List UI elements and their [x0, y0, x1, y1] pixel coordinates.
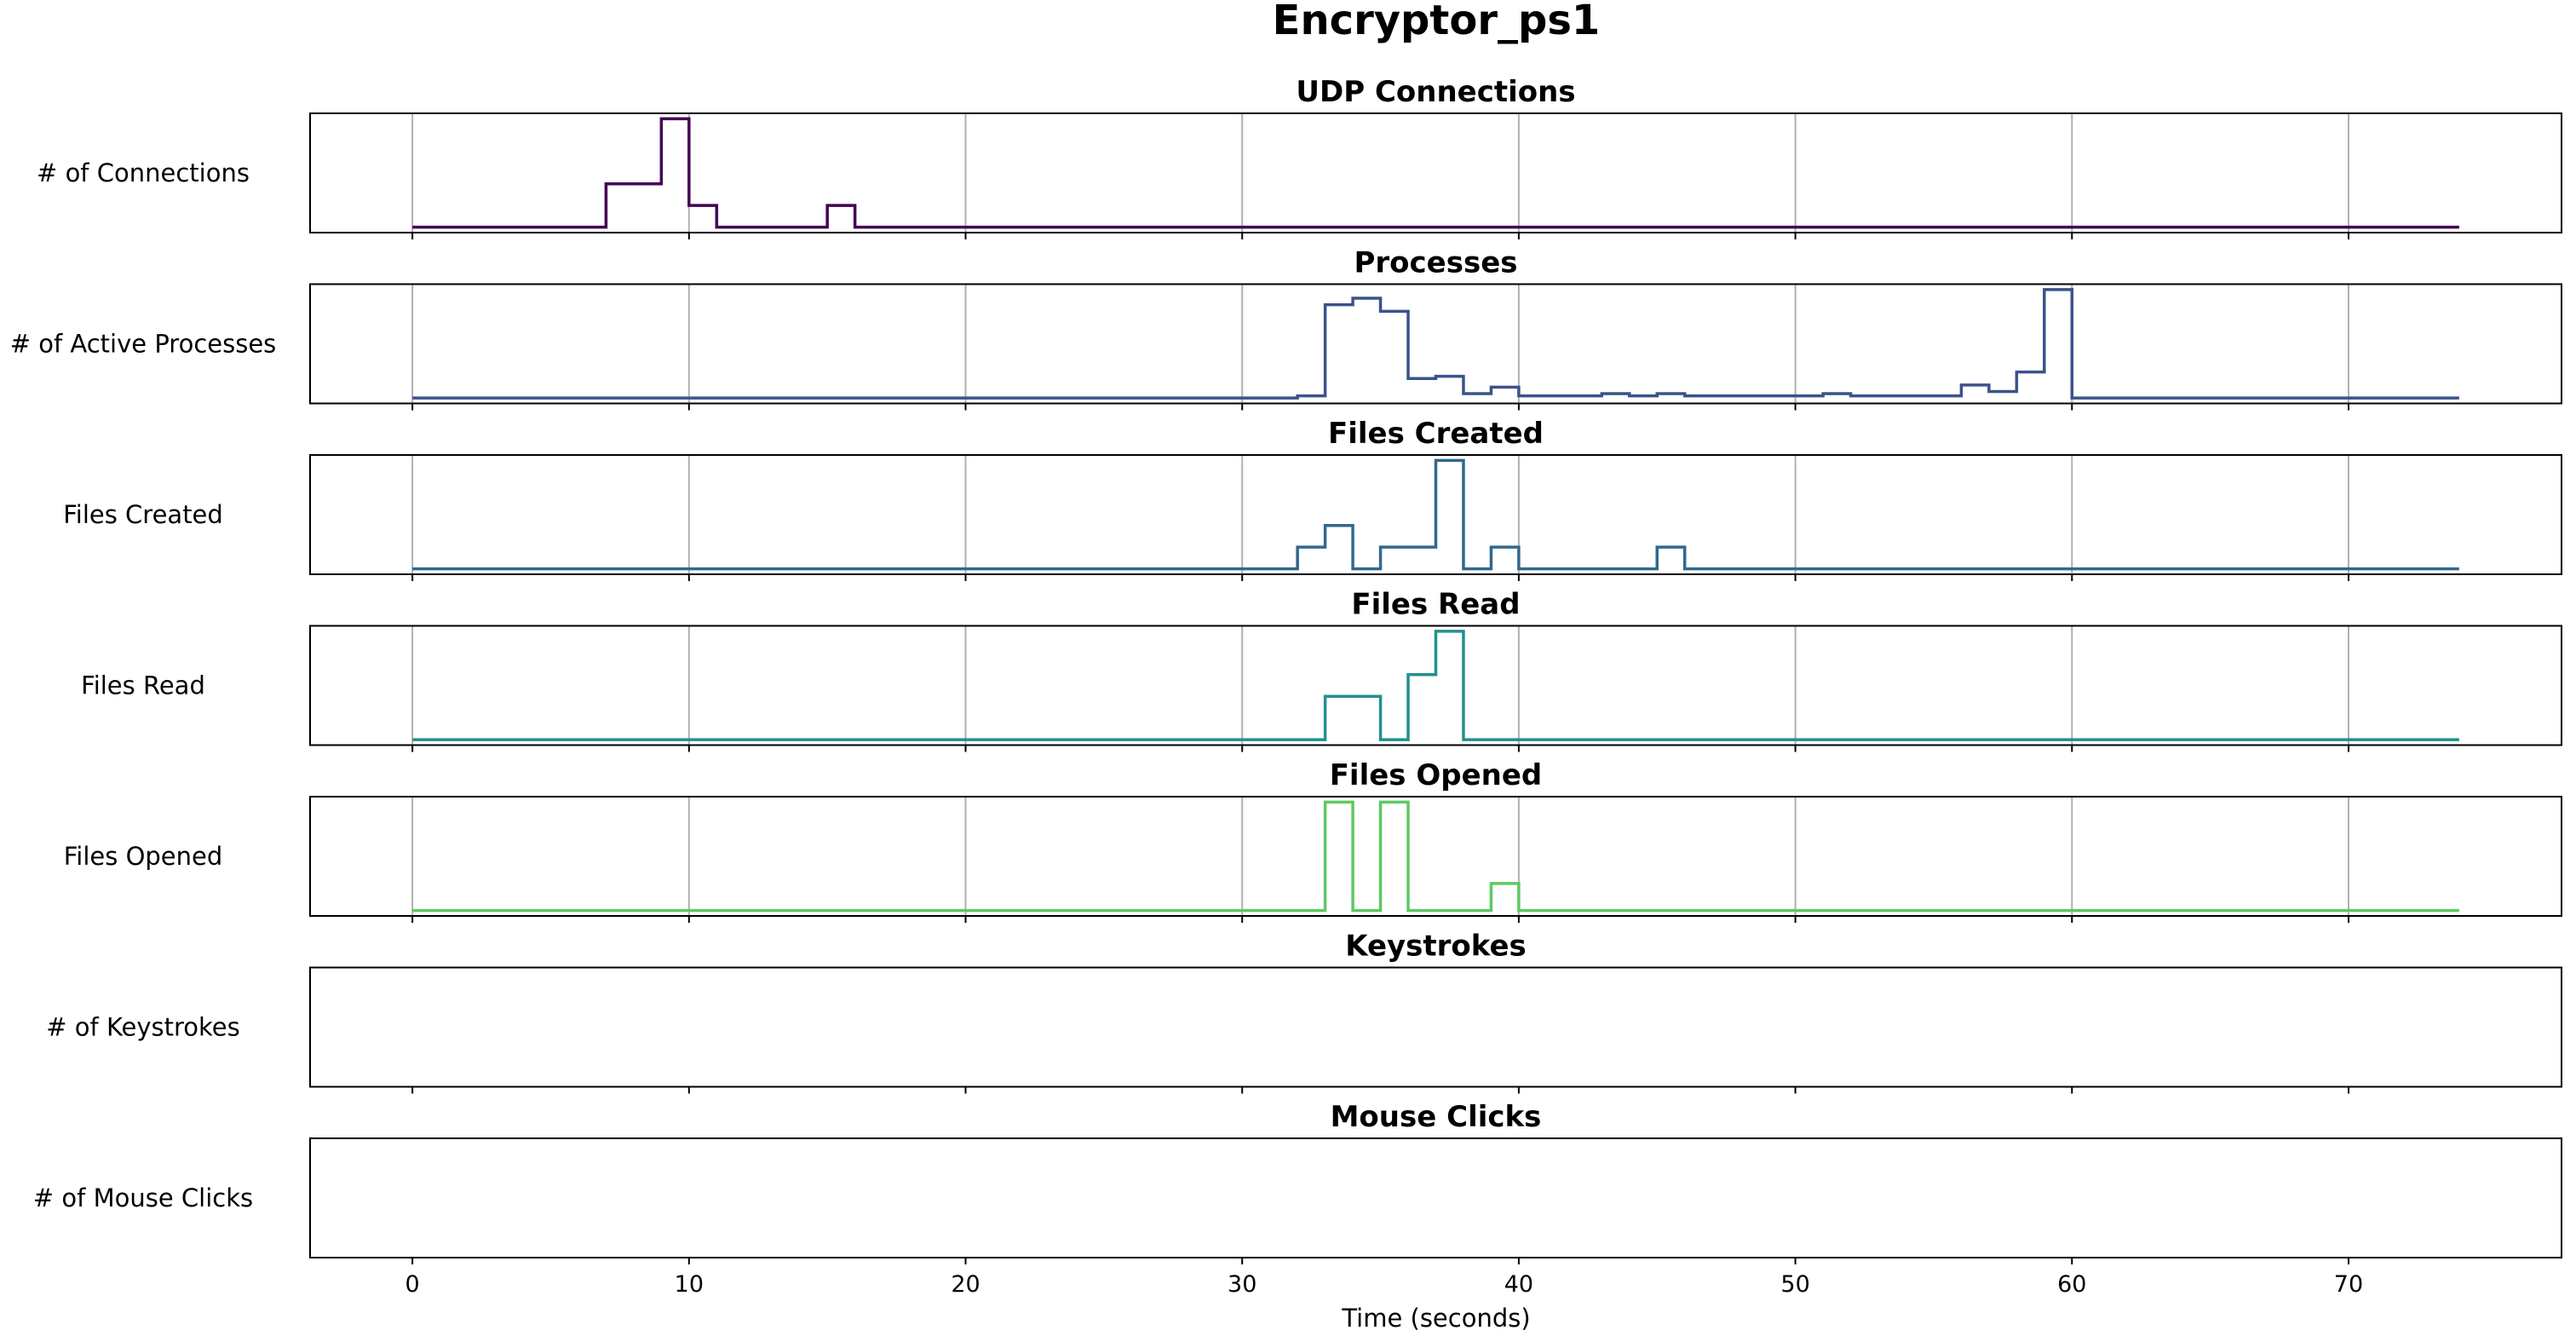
y-axis-label: # of Connections: [37, 158, 250, 187]
subplot-stack: UDP Connections # of Connections Processes…: [10, 75, 2562, 1298]
x-tick-label: 10: [675, 1271, 704, 1298]
x-tick-label: 50: [1780, 1271, 1809, 1298]
subplot-4: Files Read Files Read: [81, 588, 2562, 752]
subplot-5: Files Opened Files Opened: [64, 758, 2562, 923]
subplot-3: Files Created Files Created: [63, 417, 2562, 581]
axes-frame: [309, 283, 2562, 405]
subplot-7: Mouse Clicks # of Mouse Clicks 0 10 20 30 40 50…: [33, 1100, 2562, 1298]
x-tick-label: 40: [1504, 1271, 1533, 1298]
subplot-1: UDP Connections # of Connections: [37, 75, 2562, 239]
series-line: [412, 458, 2459, 571]
y-axis-label: Files Opened: [64, 842, 223, 871]
axes-frame: [309, 112, 2562, 233]
axes-frame: [309, 1137, 2562, 1258]
x-tick-label: 30: [1228, 1271, 1256, 1298]
x-tick-label: 0: [405, 1271, 420, 1298]
axes-frame: [309, 796, 2562, 917]
subplot-title: Mouse Clicks: [1331, 1100, 1542, 1134]
subplot-title: UDP Connections: [1296, 75, 1575, 109]
x-tick-label: 60: [2057, 1271, 2086, 1298]
x-tick-label: 20: [951, 1271, 980, 1298]
subplot-title: Processes: [1354, 246, 1517, 280]
series-line: [412, 630, 2459, 741]
x-axis-label: Time (seconds): [1341, 1304, 1530, 1333]
subplot-title: Files Read: [1351, 588, 1520, 622]
subplot-6: Keystrokes # of Keystrokes: [46, 930, 2562, 1094]
figure-title: Encryptor_ps1: [1273, 0, 1601, 44]
y-axis-label: # of Active Processes: [10, 330, 277, 359]
axes-frame: [309, 454, 2562, 575]
axes-frame: [309, 625, 2562, 746]
series-line: [412, 117, 2459, 229]
subplot-2: Processes # of Active Processes: [10, 246, 2562, 411]
y-axis-label: # of Keystrokes: [46, 1013, 239, 1042]
subplot-title: Files Opened: [1330, 758, 1543, 792]
subplot-title: Keystrokes: [1345, 930, 1527, 964]
subplot-title: Files Created: [1328, 417, 1544, 451]
y-axis-label: # of Mouse Clicks: [33, 1183, 253, 1212]
axes-frame: [309, 966, 2562, 1088]
series-line: [412, 288, 2459, 400]
y-axis-label: Files Created: [63, 500, 223, 529]
y-axis-label: Files Read: [81, 671, 205, 700]
x-tick-label: 70: [2334, 1271, 2363, 1298]
series-line: [412, 800, 2459, 913]
